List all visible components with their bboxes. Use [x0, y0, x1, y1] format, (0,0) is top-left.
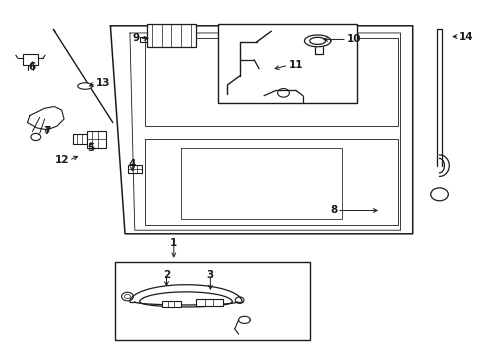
Text: 10: 10	[346, 35, 361, 44]
Text: 4: 4	[128, 159, 136, 169]
Bar	[217, 24, 356, 103]
Text: 11: 11	[288, 60, 302, 70]
Text: 12: 12	[54, 155, 69, 165]
Bar	[22, 54, 38, 65]
Text: 13: 13	[96, 78, 110, 88]
Text: 6: 6	[29, 62, 36, 72]
Text: 1: 1	[170, 238, 177, 248]
Text: 8: 8	[329, 206, 336, 216]
Text: 9: 9	[132, 33, 140, 43]
Text: 2: 2	[163, 270, 170, 280]
Bar	[147, 24, 195, 47]
Ellipse shape	[78, 83, 92, 89]
Bar	[161, 301, 181, 307]
Bar	[87, 131, 106, 148]
Bar	[195, 299, 222, 306]
Text: 3: 3	[206, 270, 214, 280]
Text: 14: 14	[458, 32, 473, 41]
Text: 5: 5	[87, 143, 94, 153]
Text: 7: 7	[43, 126, 51, 135]
Bar	[115, 262, 310, 339]
Bar	[128, 165, 142, 173]
Bar	[73, 134, 86, 144]
